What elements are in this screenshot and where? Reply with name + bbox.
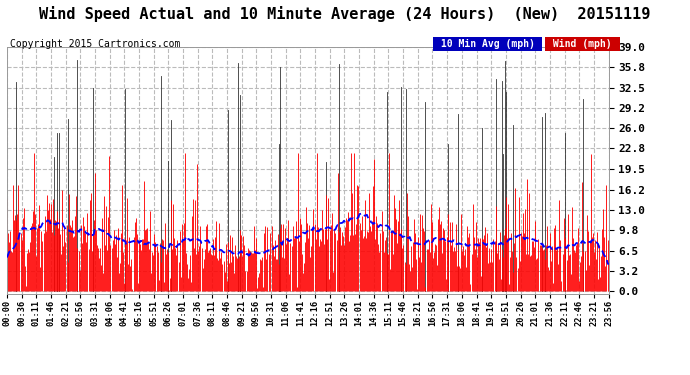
Text: Wind Speed Actual and 10 Minute Average (24 Hours)  (New)  20151119: Wind Speed Actual and 10 Minute Average … — [39, 6, 651, 22]
Text: Copyright 2015 Cartronics.com: Copyright 2015 Cartronics.com — [10, 39, 181, 50]
Text: 10 Min Avg (mph): 10 Min Avg (mph) — [435, 39, 540, 50]
Text: Wind (mph): Wind (mph) — [547, 39, 618, 50]
